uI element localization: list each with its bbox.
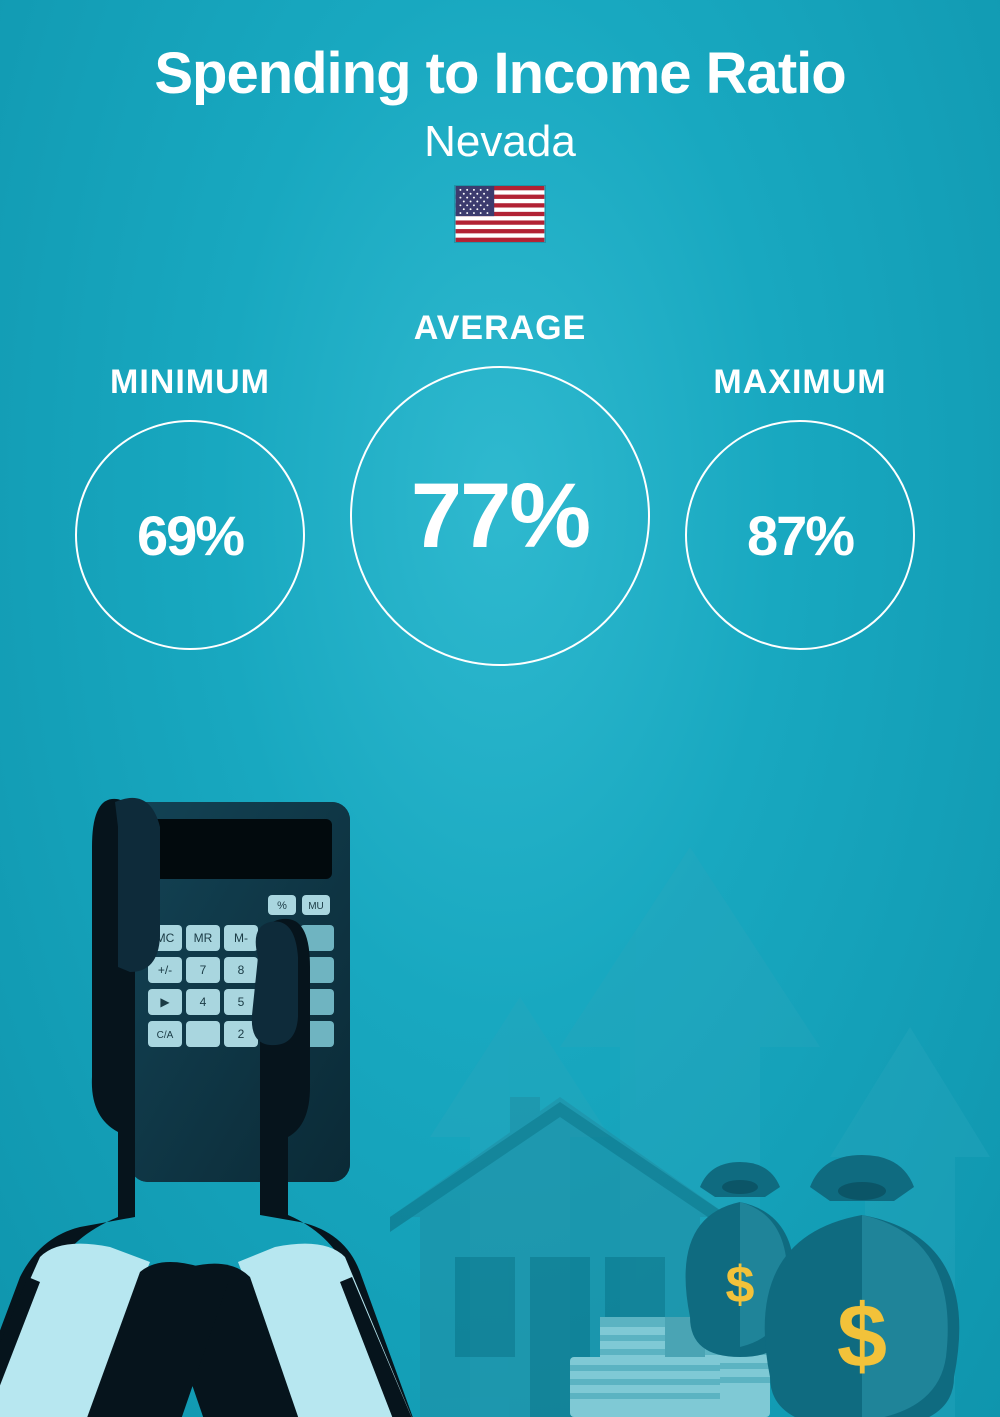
svg-text:M+: M+ (270, 931, 287, 945)
svg-text:+/-: +/- (158, 963, 172, 977)
stats-row: MINIMUM 69% AVERAGE 77% MAXIMUM 87% (0, 303, 1000, 723)
left-hand-icon (0, 798, 160, 1417)
bottom-illustration: $ $ % MU MC MR M- M+ (0, 717, 1000, 1417)
calculator-icon: % MU MC MR M- M+ +/- 7 8 9 ▶ 4 5 C/A 2 (130, 802, 350, 1182)
svg-text:MC: MC (156, 931, 175, 945)
stat-average-value: 77% (411, 464, 589, 569)
right-hand-icon (155, 919, 420, 1417)
svg-text:MU: MU (308, 901, 324, 912)
stat-minimum-value: 69% (137, 503, 243, 568)
stat-minimum-label: MINIMUM (60, 363, 320, 402)
us-flag-icon (454, 185, 546, 243)
svg-text:2: 2 (238, 1027, 245, 1041)
stat-maximum-label: MAXIMUM (660, 363, 940, 402)
svg-text:$: $ (726, 1256, 755, 1314)
svg-text:4: 4 (200, 995, 207, 1009)
svg-text:5: 5 (238, 995, 245, 1009)
svg-text:M-: M- (234, 931, 248, 945)
stat-maximum-value: 87% (747, 503, 853, 568)
stat-average-label: AVERAGE (330, 309, 670, 348)
stat-maximum: MAXIMUM 87% (660, 363, 940, 650)
stat-average: AVERAGE 77% (330, 309, 670, 666)
svg-text:$: $ (837, 1287, 887, 1387)
svg-text:8: 8 (238, 963, 245, 977)
stat-minimum: MINIMUM 69% (60, 363, 320, 650)
svg-text:▶: ▶ (160, 995, 170, 1009)
svg-text:C/A: C/A (157, 1030, 174, 1041)
page-subtitle: Nevada (0, 117, 1000, 167)
svg-text:MR: MR (194, 931, 213, 945)
svg-text:3: 3 (276, 1027, 283, 1041)
page-title: Spending to Income Ratio (0, 0, 1000, 107)
svg-text:7: 7 (200, 963, 207, 977)
svg-text:%: % (277, 900, 287, 912)
svg-text:9: 9 (276, 963, 283, 977)
